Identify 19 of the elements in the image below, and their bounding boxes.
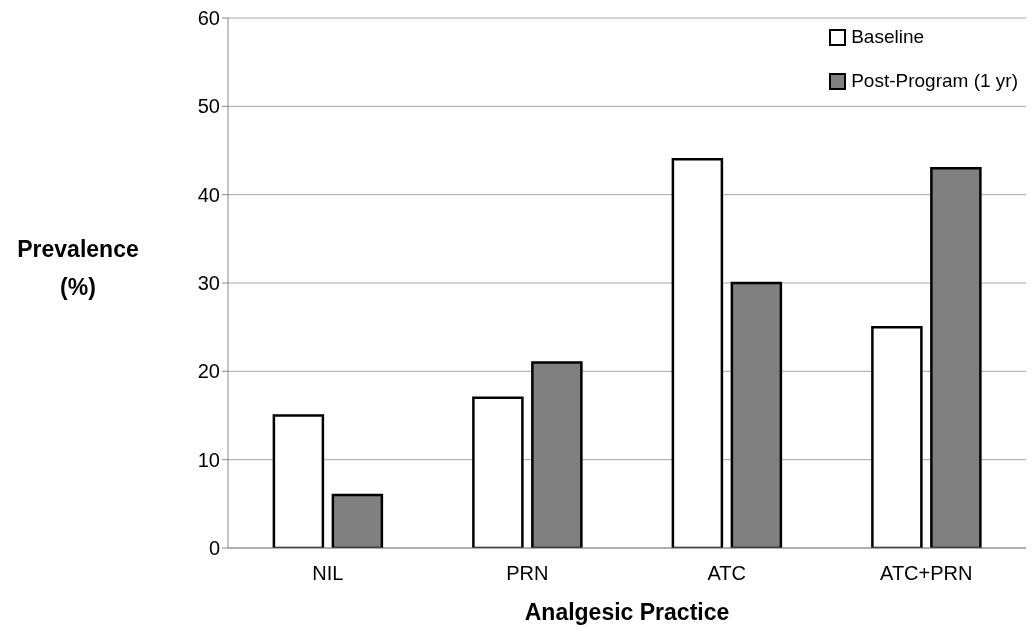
y-tick-label: 10: [197, 448, 220, 471]
x-tick-label: ATC+PRN: [880, 562, 973, 585]
x-tick-label: NIL: [312, 562, 344, 585]
y-tick-label: 30: [197, 272, 220, 295]
bar: [671, 158, 724, 548]
bar: [871, 325, 923, 548]
x-tick-label: PRN: [506, 562, 549, 585]
legend-label: Baseline: [851, 26, 925, 48]
x-tick-label: ATC: [707, 562, 747, 585]
y-tick-label: 50: [197, 95, 220, 118]
x-axis-title: Analgesic Practice: [524, 599, 730, 625]
bar: [472, 396, 524, 548]
y-tick-label: 60: [197, 7, 220, 30]
y-tick-label: 0: [208, 537, 220, 560]
y-tick-label: 40: [197, 183, 220, 206]
y-axis-title: Prevalence (%): [16, 235, 140, 302]
y-tick-label: 20: [197, 360, 220, 383]
bar: [272, 414, 325, 548]
legend-label: Post-Program (1 yr): [851, 70, 1018, 92]
